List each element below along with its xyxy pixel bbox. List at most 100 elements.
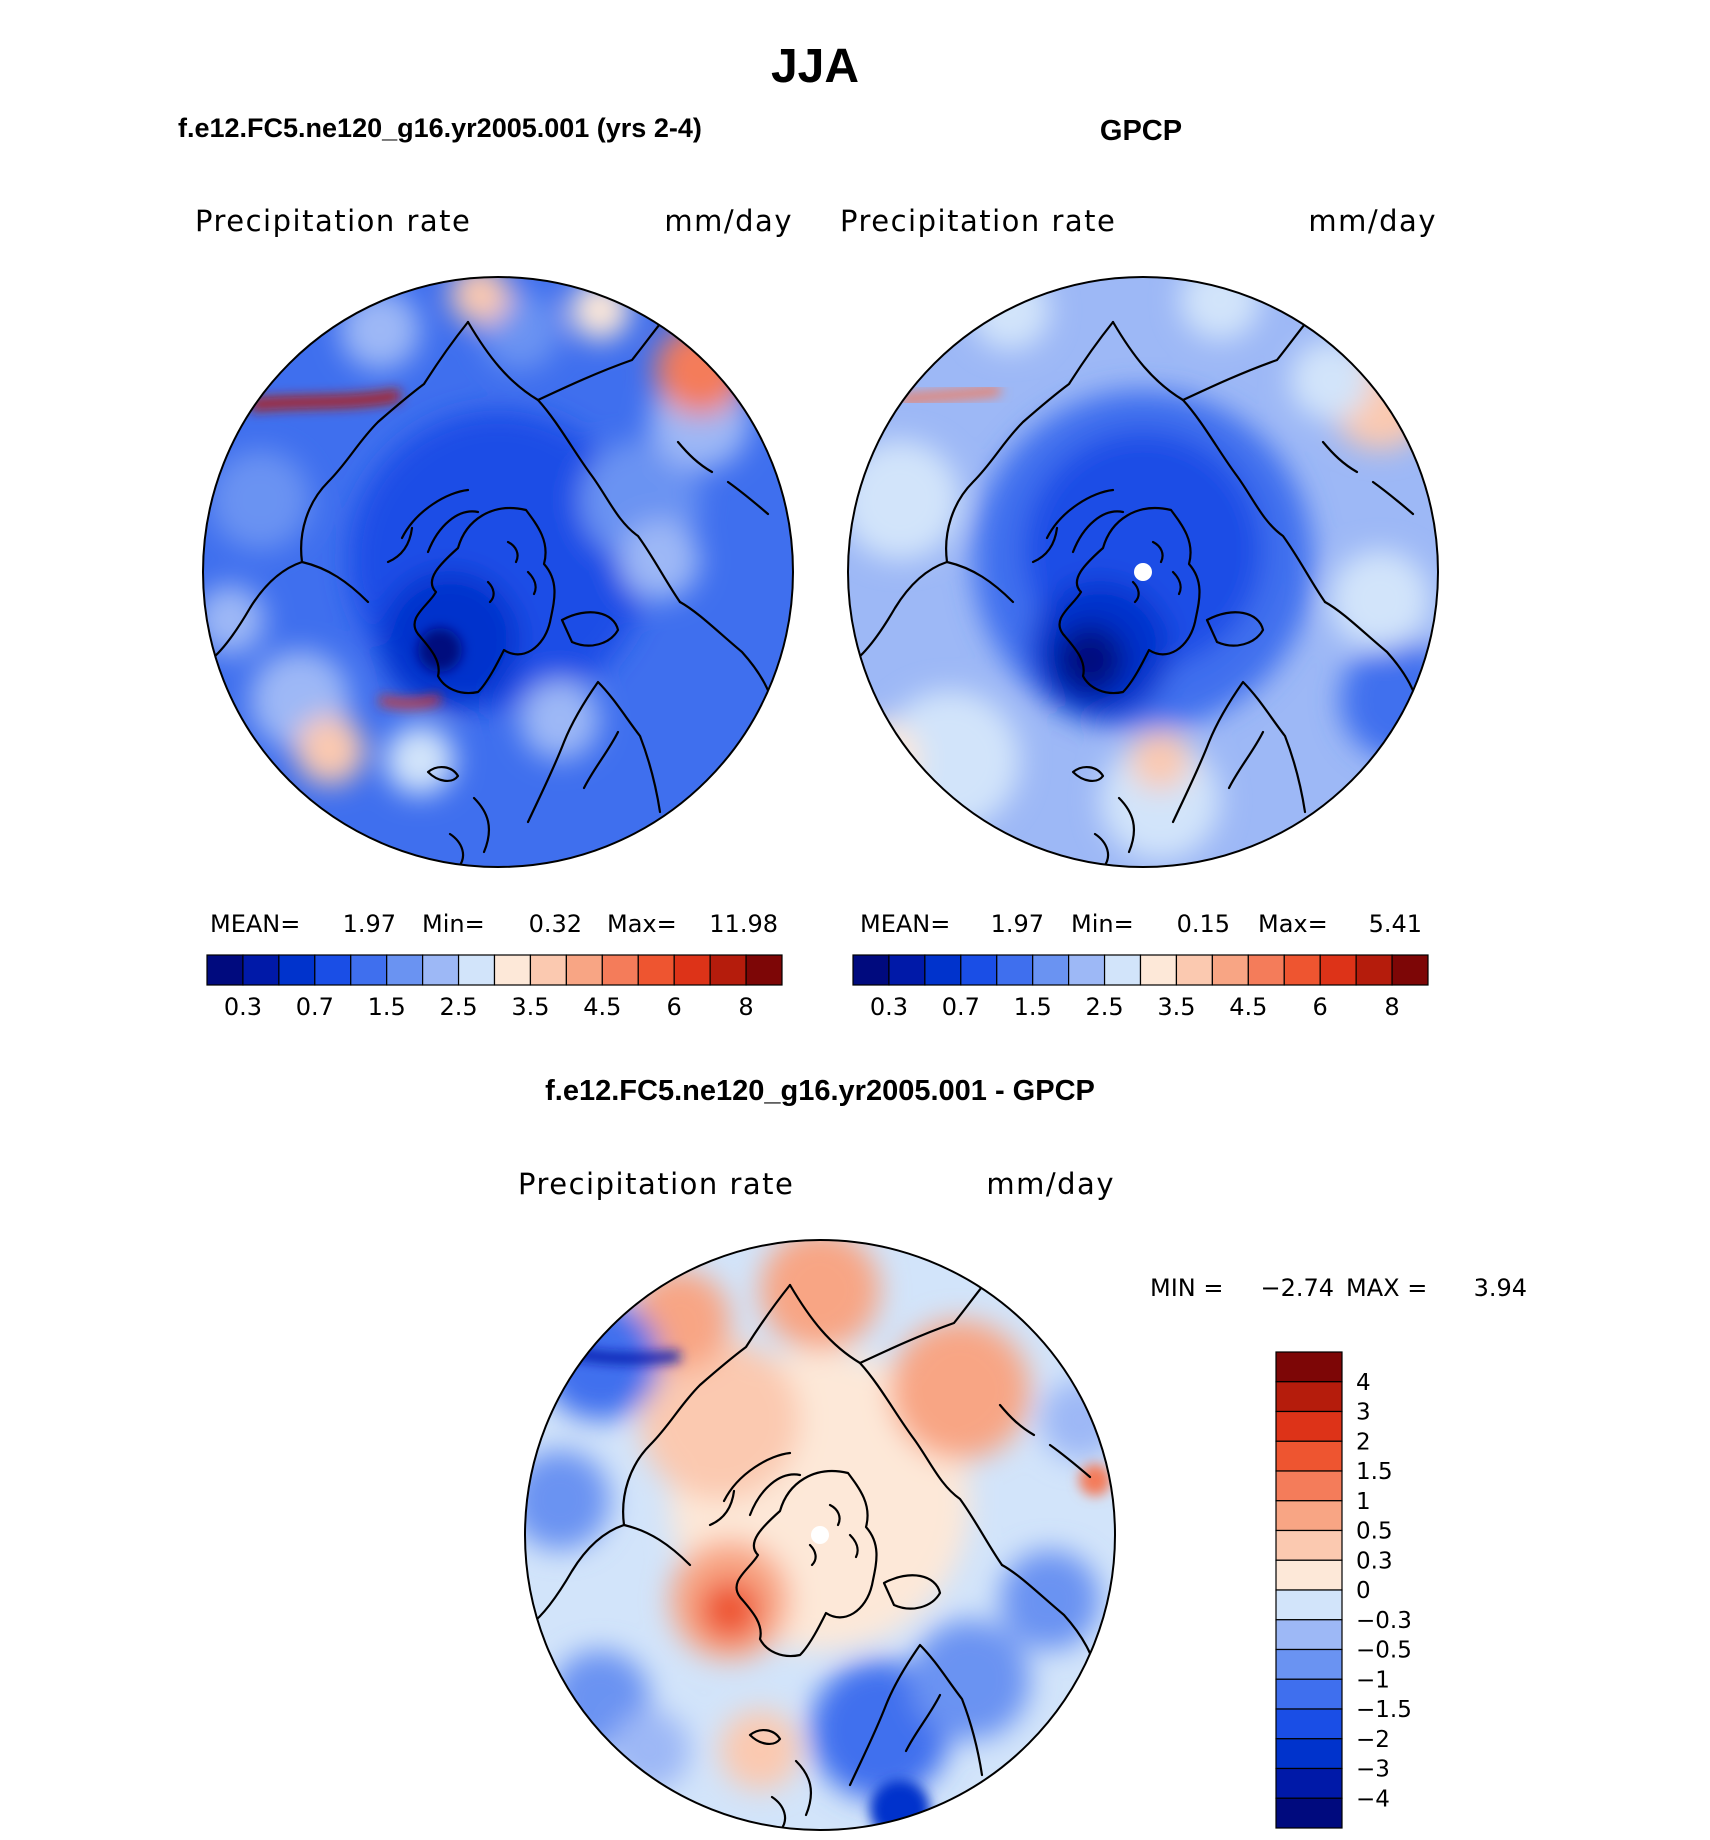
colorbar-diff: 4 3 2 1.5 1 0.5 0.3 0 −0.3 −0.5 −1 −1.5 −2 −3 −4 <box>1275 1351 1412 1829</box>
max-value: 3.94 <box>1474 1274 1527 1302</box>
colorbar-tick-label: 2.5 <box>1085 993 1123 1021</box>
colorbar-tick-label: 1 <box>1356 1489 1371 1515</box>
colorbar-box <box>637 954 675 986</box>
colorbar-box <box>1275 1500 1343 1532</box>
colorbar-tick-label: 4 <box>1356 1370 1371 1396</box>
colorbar-box <box>1275 1708 1343 1740</box>
colorbar-box <box>206 954 244 986</box>
variable-label-model: Precipitation rate <box>195 204 471 238</box>
colorbar-box <box>529 954 567 986</box>
colorbar-box <box>960 954 998 986</box>
panel-model-precip: f.e12.FC5.ne120_g16.yr2005.001 (yrs 2-4)… <box>178 113 794 1021</box>
colorbar-box <box>314 954 352 986</box>
colorbar-tick-label: 3.5 <box>511 993 549 1021</box>
colorbar-box <box>1275 1738 1343 1770</box>
colorbar-tick-label: 0.5 <box>1356 1519 1393 1545</box>
map-field-texture <box>203 277 750 795</box>
colorbar-box <box>1275 1381 1343 1413</box>
mean-value: 1.97 <box>343 910 396 938</box>
colorbar-tick-label: 8 <box>1384 993 1399 1021</box>
colorbar-box <box>350 954 388 986</box>
colorbar-box <box>673 954 711 986</box>
colorbar-box <box>1283 954 1321 986</box>
colorbar-box <box>1275 1470 1343 1502</box>
min-label: MIN = <box>1150 1274 1223 1302</box>
max-label: MAX = <box>1346 1274 1427 1302</box>
colorbar-box <box>1103 954 1142 986</box>
colorbar-tick-label: 1.5 <box>1014 993 1052 1021</box>
colorbar-box <box>422 954 460 986</box>
colorbar-tick-label: −1 <box>1356 1667 1390 1693</box>
variable-label-diff: Precipitation rate <box>518 1167 794 1201</box>
colorbar-tick-label: 0.3 <box>224 993 262 1021</box>
units-label-model: mm/day <box>664 204 793 238</box>
panel-gpcp-precip: GPCP Precipitation rate mm/day <box>840 115 1439 1021</box>
colorbar-box <box>1275 1410 1343 1442</box>
colorbar-tick-label: 0.3 <box>870 993 908 1021</box>
colorbar-tick-label: 4.5 <box>1229 993 1267 1021</box>
units-label-diff: mm/day <box>986 1167 1115 1201</box>
map-boundary <box>847 276 1439 868</box>
colorbar-box <box>1275 1589 1343 1621</box>
colorbar-tick-label: 0 <box>1356 1578 1371 1604</box>
colorbar-tick-label: −4 <box>1356 1786 1390 1812</box>
stats-line-model: MEAN= 1.97 Min= 0.32 Max= 11.98 <box>210 910 778 938</box>
colorbar-box <box>888 954 926 986</box>
units-label-gpcp: mm/day <box>1308 204 1437 238</box>
colorbar-gpcp: 0.3 0.7 1.5 2.5 3.5 4.5 6 8 <box>852 954 1429 1021</box>
colorbar-box <box>852 954 890 986</box>
colorbar-box <box>1139 954 1178 986</box>
colorbar-box <box>457 954 496 986</box>
colorbar-box <box>1275 1678 1343 1710</box>
colorbar-box <box>1175 954 1213 986</box>
colorbar-box <box>565 954 603 986</box>
colorbar-tick-label: −1.5 <box>1356 1697 1412 1723</box>
colorbar-box <box>745 954 783 986</box>
stats-line-gpcp: MEAN= 1.97 Min= 0.15 Max= 5.41 <box>860 910 1422 938</box>
colorbar-box <box>996 954 1034 986</box>
colorbar-tick-label: 0.7 <box>296 993 334 1021</box>
polar-map-diff <box>524 1239 1116 1831</box>
colorbar-box <box>386 954 424 986</box>
colorbar-box <box>924 954 962 986</box>
max-label: Max= <box>1258 910 1328 938</box>
colorbar-tick-label: 2.5 <box>439 993 477 1021</box>
max-value: 5.41 <box>1369 910 1422 938</box>
polar-map-gpcp <box>847 276 1439 868</box>
panel-title-gpcp: GPCP <box>1100 115 1182 147</box>
min-label: Min= <box>422 910 485 938</box>
colorbar-tick-label: −0.5 <box>1356 1638 1412 1664</box>
colorbar-model: 0.3 0.7 1.5 2.5 3.5 4.5 6 8 <box>206 954 783 1021</box>
pole-gap <box>1134 563 1152 581</box>
colorbar-tick-label: 1.5 <box>1356 1459 1393 1485</box>
colorbar-tick-label: 4.5 <box>583 993 621 1021</box>
panel-title-model: f.e12.FC5.ne120_g16.yr2005.001 (yrs 2-4) <box>178 113 702 143</box>
colorbar-box <box>1391 954 1429 986</box>
colorbar-box <box>1275 1559 1343 1591</box>
mean-value: 1.97 <box>991 910 1044 938</box>
colorbar-box <box>1032 954 1070 986</box>
colorbar-box <box>1319 954 1357 986</box>
max-label: Max= <box>607 910 677 938</box>
colorbar-tick-label: −0.3 <box>1356 1608 1412 1634</box>
pole-gap <box>811 1526 829 1544</box>
colorbar-box <box>1247 954 1285 986</box>
colorbar-tick-label: 6 <box>1313 993 1328 1021</box>
main-title: JJA <box>771 40 859 93</box>
map-boundary <box>524 1239 1116 1831</box>
min-value: 0.15 <box>1177 910 1230 938</box>
colorbar-box <box>493 954 532 986</box>
min-label: Min= <box>1071 910 1134 938</box>
colorbar-box <box>1275 1440 1343 1472</box>
panel-difference: f.e12.FC5.ne120_g16.yr2005.001 - GPCP Pr… <box>518 1075 1527 1831</box>
colorbar-tick-label: 6 <box>667 993 682 1021</box>
colorbar-box <box>709 954 747 986</box>
colorbar-box <box>1068 954 1106 986</box>
colorbar-box <box>1275 1767 1343 1799</box>
colorbar-tick-label: 2 <box>1356 1429 1371 1455</box>
colorbar-tick-label: 0.7 <box>942 993 980 1021</box>
min-value: −2.74 <box>1260 1274 1334 1302</box>
mean-label: MEAN= <box>210 910 300 938</box>
colorbar-box <box>601 954 639 986</box>
